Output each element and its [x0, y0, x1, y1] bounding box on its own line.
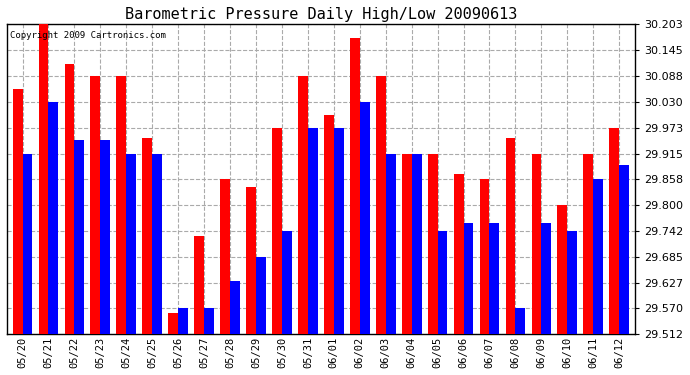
Bar — [12, 88, 23, 334]
Bar — [168, 312, 178, 334]
Bar — [272, 128, 282, 334]
Bar — [334, 128, 344, 334]
Bar — [246, 187, 256, 334]
Bar — [489, 223, 500, 334]
Bar — [454, 174, 464, 334]
Bar — [515, 308, 525, 334]
Bar — [324, 116, 334, 334]
Bar — [386, 153, 395, 334]
Bar — [142, 138, 152, 334]
Bar — [195, 236, 204, 334]
Bar — [298, 76, 308, 334]
Bar — [531, 153, 542, 334]
Bar — [117, 76, 126, 334]
Bar — [48, 102, 59, 334]
Title: Barometric Pressure Daily High/Low 20090613: Barometric Pressure Daily High/Low 20090… — [125, 7, 517, 22]
Bar — [412, 153, 422, 334]
Bar — [90, 76, 100, 334]
Bar — [256, 256, 266, 334]
Bar — [506, 138, 515, 334]
Bar — [437, 231, 448, 334]
Bar — [542, 223, 551, 334]
Bar — [609, 128, 619, 334]
Bar — [593, 179, 603, 334]
Bar — [464, 223, 473, 334]
Bar — [428, 153, 437, 334]
Bar — [359, 102, 370, 334]
Bar — [178, 308, 188, 334]
Bar — [282, 231, 292, 334]
Bar — [308, 128, 318, 334]
Bar — [100, 140, 110, 334]
Bar — [75, 140, 84, 334]
Bar — [350, 38, 359, 334]
Bar — [65, 64, 75, 334]
Bar — [23, 153, 32, 334]
Bar — [584, 153, 593, 334]
Bar — [230, 281, 240, 334]
Bar — [204, 308, 214, 334]
Bar — [39, 24, 48, 334]
Bar — [567, 231, 577, 334]
Text: Copyright 2009 Cartronics.com: Copyright 2009 Cartronics.com — [10, 31, 166, 40]
Bar — [376, 76, 386, 334]
Bar — [558, 205, 567, 334]
Bar — [152, 153, 162, 334]
Bar — [480, 179, 489, 334]
Bar — [619, 165, 629, 334]
Bar — [126, 153, 136, 334]
Bar — [220, 179, 230, 334]
Bar — [402, 153, 412, 334]
